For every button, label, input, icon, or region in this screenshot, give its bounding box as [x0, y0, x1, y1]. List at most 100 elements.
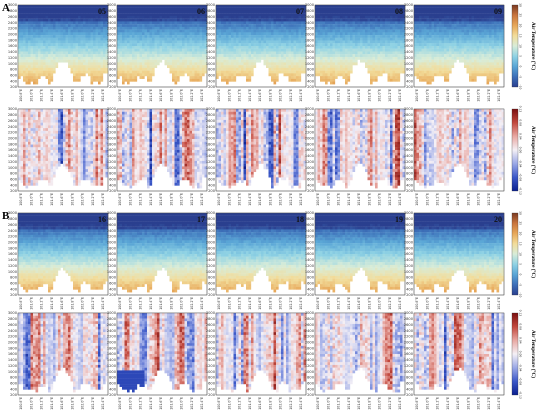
heatmap-cell — [48, 57, 51, 60]
heatmap-cell — [33, 65, 36, 68]
heatmap-cell — [31, 35, 34, 38]
heatmap-cell — [140, 21, 143, 24]
heatmap-panel-05: 2004006008001000120014001600180020002200… — [8, 3, 108, 102]
heatmap-cell — [177, 19, 180, 22]
heatmap-cell — [31, 19, 34, 22]
heatmap-cell — [160, 24, 163, 27]
heatmap-cell — [18, 71, 21, 74]
heatmap-cell — [172, 54, 175, 57]
heatmap-cell — [180, 51, 183, 54]
heatmap-cell — [142, 30, 145, 33]
heatmap-cell — [43, 5, 46, 8]
x-tick-label: 101.2°E — [40, 89, 44, 102]
heatmap-cell — [68, 65, 71, 68]
heatmap-cell — [81, 8, 84, 11]
heatmap-cell — [130, 79, 133, 82]
heatmap-cell — [127, 65, 130, 68]
heatmap-cell — [33, 71, 36, 74]
heatmap-cell — [122, 13, 125, 16]
heatmap-cell — [152, 41, 155, 44]
heatmap-cell — [83, 71, 86, 74]
heatmap-cell — [26, 16, 29, 19]
heatmap-cell — [145, 73, 148, 76]
heatmap-cell — [175, 57, 178, 60]
heatmap-cell — [28, 73, 31, 76]
heatmap-cell — [46, 43, 49, 46]
heatmap-cell — [18, 16, 21, 19]
heatmap-cell — [28, 19, 31, 22]
heatmap-cell — [51, 71, 54, 74]
heatmap-cell — [48, 27, 51, 30]
heatmap-cell — [53, 24, 56, 27]
heatmap-cell — [81, 54, 84, 57]
heatmap-cell — [81, 38, 84, 41]
heatmap-cell — [180, 19, 183, 22]
heatmap-cell — [26, 30, 29, 33]
heatmap-cell — [103, 57, 106, 60]
heatmap-cell — [56, 35, 59, 38]
heatmap-cell — [48, 49, 51, 52]
heatmap-cell — [66, 46, 69, 49]
heatmap-cell — [53, 30, 56, 33]
heatmap-cell — [28, 54, 31, 57]
heatmap-cell — [135, 65, 138, 68]
heatmap-cell — [78, 76, 81, 79]
heatmap-cell — [137, 73, 140, 76]
heatmap-cell — [120, 73, 123, 76]
heatmap-cell — [175, 60, 178, 63]
heatmap-cell — [41, 41, 44, 44]
heatmap-cell — [187, 32, 190, 35]
heatmap-cell — [147, 8, 150, 11]
heatmap-cell — [122, 16, 125, 19]
heatmap-cell — [157, 49, 160, 52]
heatmap-cell — [145, 68, 148, 71]
heatmap-cell — [31, 79, 34, 82]
heatmap-cell — [132, 49, 135, 52]
heatmap-cell — [68, 19, 71, 22]
heatmap-cell — [127, 51, 130, 54]
heatmap-cell — [58, 27, 61, 30]
heatmap-cell — [160, 51, 163, 54]
heatmap-cell — [145, 51, 148, 54]
heatmap-cell — [170, 65, 173, 68]
y-tick-label: 2600 — [8, 15, 18, 19]
heatmap-cell — [48, 8, 51, 11]
heatmap-cell — [137, 35, 140, 38]
heatmap-cell — [122, 51, 125, 54]
heatmap-cell — [96, 51, 99, 54]
heatmap-cell — [152, 35, 155, 38]
heatmap-cell — [91, 10, 94, 13]
heatmap-cell — [140, 68, 143, 71]
x-tick-label: 102.2°E — [91, 89, 95, 102]
heatmap-cell — [23, 10, 26, 13]
heatmap-cell — [117, 57, 120, 60]
heatmap-cell — [101, 27, 104, 30]
heatmap-cell — [147, 10, 150, 13]
heatmap-cell — [125, 73, 128, 76]
heatmap-cell — [86, 68, 89, 71]
heatmap-cell — [150, 32, 153, 35]
heatmap-cell — [26, 41, 29, 44]
heatmap-cell — [187, 21, 190, 24]
heatmap-cell — [175, 62, 178, 65]
heatmap-cell — [150, 24, 153, 27]
heatmap-cell — [46, 49, 49, 52]
heatmap-cell — [180, 16, 183, 19]
heatmap-cell — [180, 43, 183, 46]
heatmap-cell — [155, 32, 158, 35]
heatmap-cell — [28, 13, 31, 16]
heatmap-cell — [142, 54, 145, 57]
heatmap-cell — [63, 46, 66, 49]
heatmap-cell — [182, 8, 185, 11]
heatmap-cell — [170, 8, 173, 11]
heatmap-cell — [78, 19, 81, 22]
heatmap-cell — [106, 68, 109, 71]
heatmap-cell — [96, 16, 99, 19]
heatmap-cell — [145, 13, 148, 16]
x-tick-label: 101.8°E — [70, 89, 74, 102]
heatmap-cell — [122, 49, 125, 52]
heatmap-cell — [177, 21, 180, 24]
heatmap-cell — [21, 57, 24, 60]
heatmap-cell — [58, 60, 61, 63]
